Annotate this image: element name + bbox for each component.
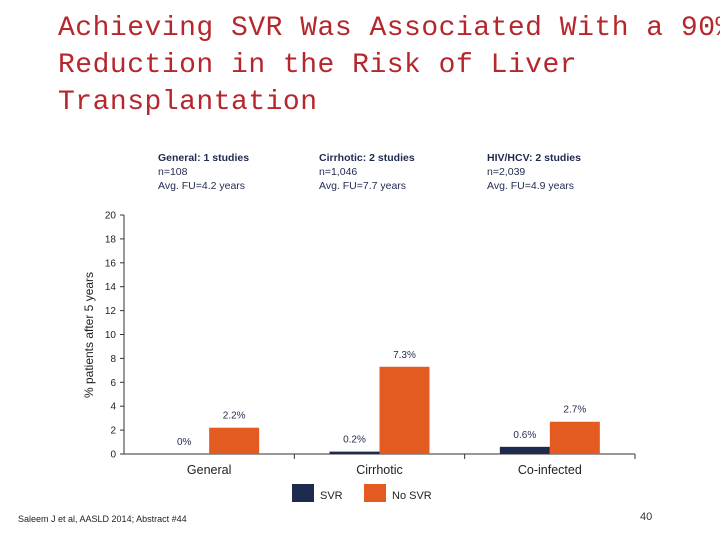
title-line-2: Reduction in the Risk of Liver bbox=[58, 50, 578, 81]
y-tick-label: 10 bbox=[105, 330, 117, 341]
x-tick-label: Cirrhotic bbox=[356, 463, 403, 477]
data-label: 0% bbox=[177, 437, 192, 448]
title-line-1: Achieving SVR Was Associated With a 90% bbox=[58, 13, 720, 44]
study-info-cirrhotic-heading: Cirrhotic: 2 studies bbox=[319, 152, 415, 164]
bar-svr bbox=[499, 446, 550, 454]
legend-no-svr-swatch bbox=[364, 484, 386, 502]
y-tick-label: 2 bbox=[110, 426, 116, 437]
y-tick-label: 20 bbox=[105, 211, 117, 222]
footnote: Saleem J et al, AASLD 2014; Abstract #44 bbox=[18, 514, 187, 524]
study-info-hiv-hcv: HIV/HCV: 2 studies n=2,039 Avg. FU=4.9 y… bbox=[487, 152, 581, 192]
study-info-hiv-fu: Avg. FU=4.9 years bbox=[487, 180, 574, 192]
y-tick-label: 8 bbox=[110, 354, 116, 365]
bar-no-svr bbox=[549, 421, 600, 454]
x-tick-label: Co-infected bbox=[518, 463, 582, 477]
y-tick-label: 4 bbox=[110, 402, 116, 413]
study-info-cirrhotic-fu: Avg. FU=7.7 years bbox=[319, 180, 406, 192]
x-tick-label: General bbox=[187, 463, 231, 477]
y-tick-label: 0 bbox=[110, 450, 116, 461]
y-tick-label: 16 bbox=[105, 258, 117, 269]
y-tick-label: 12 bbox=[105, 306, 117, 317]
data-label: 7.3% bbox=[393, 350, 416, 361]
bar-no-svr bbox=[379, 366, 430, 454]
bar-svr bbox=[329, 451, 380, 454]
study-info-hiv-heading: HIV/HCV: 2 studies bbox=[487, 152, 581, 164]
legend-svr-label: SVR bbox=[320, 490, 343, 502]
legend-svr-swatch bbox=[292, 484, 314, 502]
legend-no-svr-label: No SVR bbox=[392, 490, 432, 502]
bars bbox=[209, 366, 600, 454]
y-tick-label: 14 bbox=[105, 282, 117, 293]
data-label: 0.6% bbox=[513, 430, 536, 441]
legend: SVR No SVR bbox=[292, 484, 432, 502]
title-line-3: Transplantation bbox=[58, 87, 318, 118]
bar-no-svr bbox=[209, 427, 260, 454]
study-info-general-n: n=108 bbox=[158, 166, 188, 178]
study-info-cirrhotic-n: n=1,046 bbox=[319, 166, 357, 178]
y-axis-label: % patients after 5 years bbox=[82, 272, 96, 398]
study-info-hiv-n: n=2,039 bbox=[487, 166, 525, 178]
study-info-general-fu: Avg. FU=4.2 years bbox=[158, 180, 245, 192]
data-label: 2.7% bbox=[563, 405, 586, 416]
study-info-general: General: 1 studies n=108 Avg. FU=4.2 yea… bbox=[158, 152, 249, 192]
y-tick-label: 6 bbox=[110, 378, 116, 389]
study-info-cirrhotic: Cirrhotic: 2 studies n=1,046 Avg. FU=7.7… bbox=[319, 152, 415, 192]
value-labels: 0% 2.2% 0.2% 7.3% 0.6% 2.7% bbox=[177, 350, 586, 448]
data-label: 2.2% bbox=[223, 411, 246, 422]
data-label: 0.2% bbox=[343, 435, 366, 446]
study-info-general-heading: General: 1 studies bbox=[158, 152, 249, 164]
slide-title: Achieving SVR Was Associated With a 90% … bbox=[58, 10, 720, 121]
y-tick-label: 18 bbox=[105, 234, 117, 245]
slide-number: 40 bbox=[640, 511, 653, 523]
